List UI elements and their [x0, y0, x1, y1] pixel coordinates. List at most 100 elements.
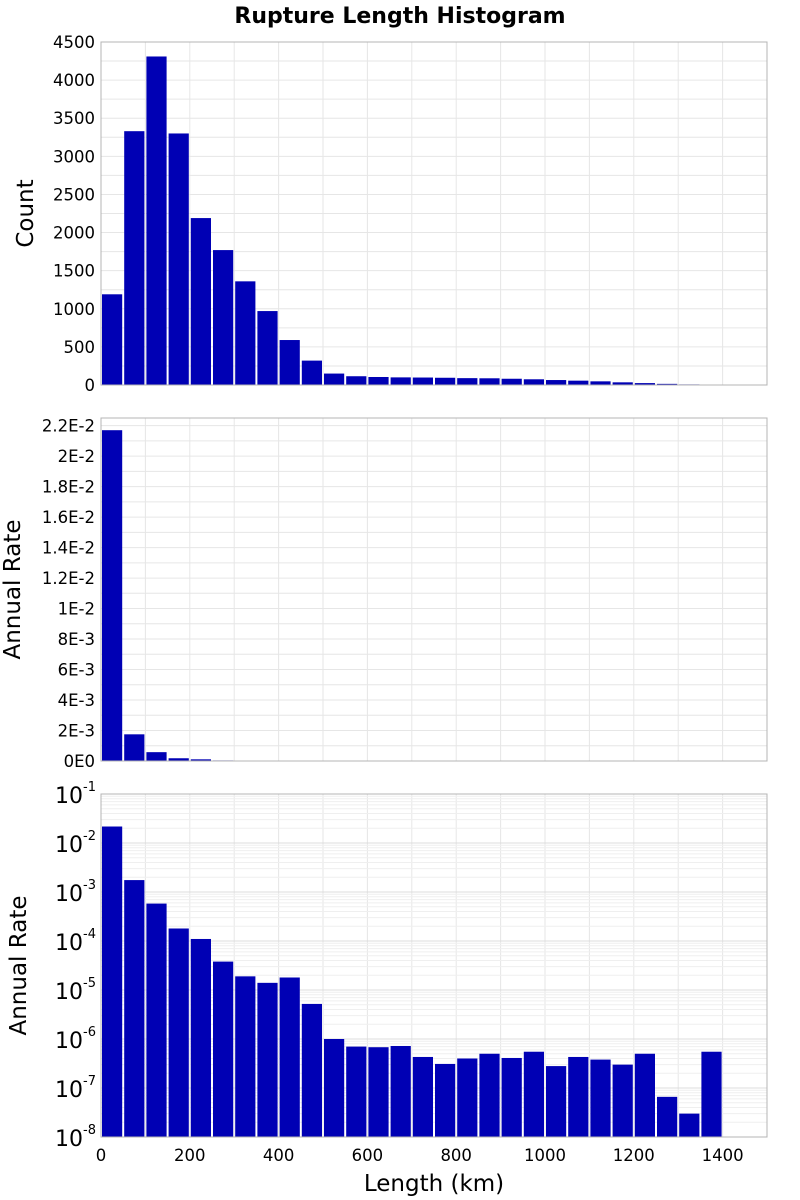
- histogram-bar: [435, 1063, 456, 1137]
- histogram-bar: [102, 826, 123, 1137]
- histogram-bar: [190, 938, 211, 1137]
- histogram-bar: [523, 1051, 544, 1137]
- histogram-bar: [124, 734, 145, 761]
- y-tick-label: 10-5: [55, 976, 96, 1005]
- histogram-bar: [412, 377, 433, 385]
- y-tick-label: 10-1: [55, 780, 96, 809]
- y-tick-label: 0: [85, 376, 96, 395]
- y-tick-label: 2.2E-2: [42, 417, 95, 436]
- y-axis-label: Annual Rate: [6, 896, 32, 1036]
- histogram-bar: [568, 380, 589, 385]
- histogram-bar: [523, 379, 544, 385]
- y-tick-label: 1E-2: [58, 600, 95, 619]
- histogram-bar: [346, 1046, 367, 1137]
- histogram-bar: [213, 250, 234, 385]
- plot-frame: [100, 41, 768, 386]
- histogram-bar: [168, 758, 189, 761]
- y-axis-label: Annual Rate: [0, 520, 26, 660]
- histogram-bar: [190, 218, 211, 385]
- y-tick-label: 0E0: [64, 752, 95, 771]
- y-tick-label: 10-4: [55, 927, 96, 956]
- histogram-bar: [568, 1056, 589, 1137]
- histogram-bar: [213, 961, 234, 1137]
- y-tick-label: 3500: [53, 109, 95, 128]
- y-tick-label: 1.8E-2: [42, 478, 95, 497]
- x-tick-label: 800: [440, 1146, 472, 1165]
- histogram-bar: [368, 1047, 389, 1137]
- histogram-bar: [279, 340, 300, 385]
- x-tick-label: 1000: [524, 1146, 566, 1165]
- histogram-bar: [701, 1051, 722, 1137]
- histogram-bar: [479, 378, 500, 385]
- x-tick-label: 600: [352, 1146, 384, 1165]
- histogram-bar: [390, 1045, 411, 1137]
- histogram-bar: [412, 1056, 433, 1137]
- histogram-bar: [190, 759, 211, 761]
- y-tick-label: 1.2E-2: [42, 569, 95, 588]
- histogram-bar: [634, 1053, 655, 1137]
- chart-title: Rupture Length Histogram: [234, 4, 565, 29]
- histogram-bar: [102, 430, 123, 761]
- x-tick-label: 1400: [702, 1146, 744, 1165]
- histogram-bar: [546, 380, 567, 385]
- y-tick-label: 1000: [53, 300, 95, 319]
- y-axis-label: Count: [13, 179, 39, 247]
- y-tick-label: 4000: [53, 71, 95, 90]
- plot-frame: [100, 793, 768, 1138]
- histogram-bar: [324, 373, 345, 385]
- y-tick-label: 10-3: [55, 878, 96, 907]
- histogram-bar: [102, 294, 123, 385]
- y-tick-label: 2000: [53, 224, 95, 243]
- panel-1: 0 500 1000 1500 2000 2500 3000 3500 4000 4500 Coun…: [13, 33, 768, 395]
- histogram-bar: [279, 977, 300, 1137]
- histogram-bar: [124, 131, 145, 385]
- histogram-bar: [346, 376, 367, 385]
- histogram-bar: [501, 378, 522, 385]
- plot-frame: [100, 417, 768, 762]
- x-tick-label: 0: [96, 1146, 107, 1165]
- y-tick-label: 4E-3: [58, 691, 95, 710]
- histogram-bar: [168, 133, 189, 385]
- y-tick-label: 8E-3: [58, 630, 95, 649]
- y-tick-label: 10-7: [55, 1074, 96, 1103]
- histogram-bar: [657, 1096, 678, 1137]
- y-tick-label: 10-2: [55, 829, 96, 858]
- histogram-bar: [501, 1057, 522, 1137]
- y-tick-label: 10-8: [55, 1123, 96, 1152]
- y-tick-label: 2500: [53, 185, 95, 204]
- histogram-bar: [124, 880, 145, 1137]
- histogram-bar: [457, 378, 478, 385]
- histogram-bar: [257, 311, 278, 385]
- x-axis-label: Length (km): [364, 1171, 504, 1197]
- histogram-bar: [324, 1039, 345, 1137]
- histogram-bar: [612, 382, 633, 385]
- histogram-bar: [479, 1053, 500, 1137]
- x-tick-label: 400: [263, 1146, 295, 1165]
- histogram-bar: [657, 383, 678, 385]
- y-tick-label: 4500: [53, 33, 95, 52]
- histogram-bar: [235, 976, 256, 1137]
- histogram-bar: [590, 1059, 611, 1137]
- histogram-bar: [634, 383, 655, 385]
- y-tick-label: 6E-3: [58, 661, 95, 680]
- x-tick-label: 200: [174, 1146, 206, 1165]
- y-tick-label: 1.4E-2: [42, 539, 95, 558]
- panel-3: 10-8 10-7 10-6 10-5 10-4 10-3 10-2 10-1 Annual R…: [6, 780, 768, 1165]
- histogram-bar: [301, 360, 322, 385]
- panel-2: 0E0 2E-3 4E-3 6E-3 8E-3 1E-2 1.2E-2 1.4E-2 1.6E-…: [0, 417, 768, 771]
- histogram-bar: [390, 377, 411, 385]
- histogram-bar: [590, 381, 611, 385]
- histogram-bar: [257, 982, 278, 1137]
- histogram-bar: [146, 56, 167, 385]
- histogram-bar: [146, 752, 167, 761]
- histogram-bar: [679, 1113, 700, 1137]
- histogram-bar: [235, 281, 256, 385]
- y-tick-label: 2E-2: [58, 447, 95, 466]
- histogram-bar: [146, 903, 167, 1137]
- y-tick-label: 1.6E-2: [42, 508, 95, 527]
- x-tick-label: 1200: [613, 1146, 655, 1165]
- histogram-bar: [168, 928, 189, 1137]
- histogram-bar: [368, 376, 389, 385]
- y-tick-label: 1500: [53, 262, 95, 281]
